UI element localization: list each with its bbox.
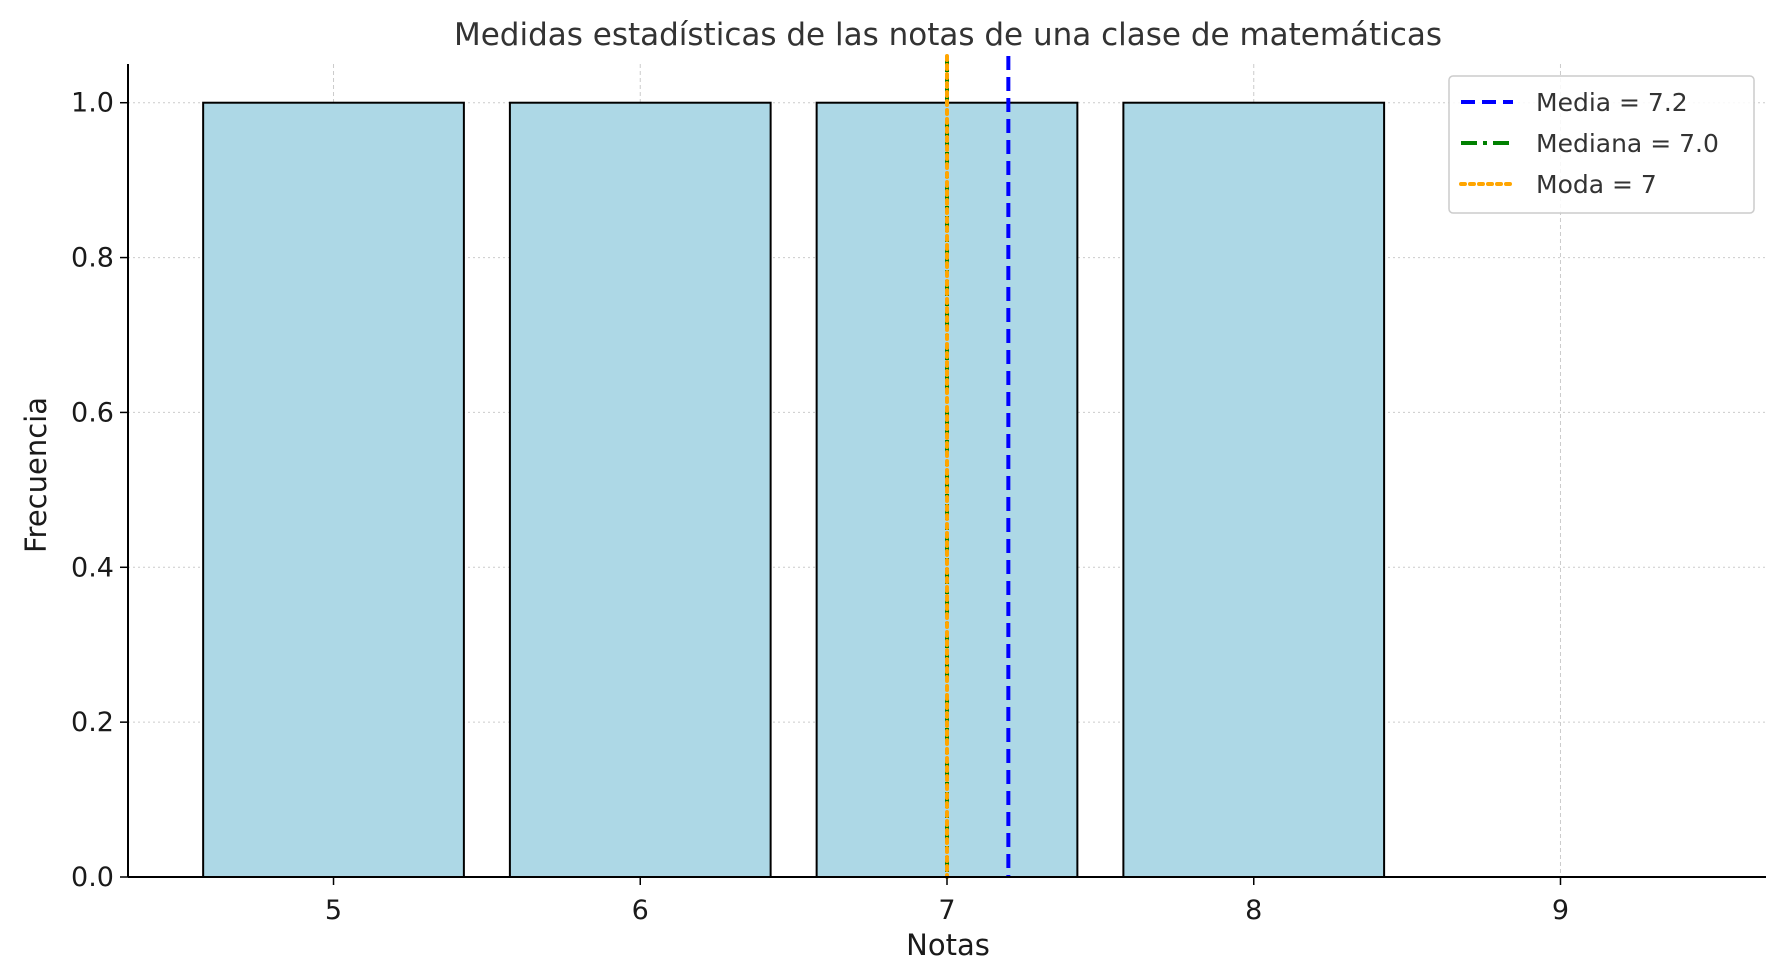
bar-8	[1122, 101, 1386, 878]
reference-lines	[945, 54, 1011, 879]
bar-5	[202, 101, 465, 878]
legend-label-1: Mediana = 7.0	[1536, 129, 1719, 158]
y-tick-label: 0.0	[71, 862, 114, 893]
x-tick-label: 9	[1552, 895, 1569, 926]
legend-label-2: Moda = 7	[1536, 170, 1657, 199]
x-tick-label: 7	[938, 895, 955, 926]
bars	[202, 101, 1386, 878]
y-tick-label: 0.6	[71, 397, 114, 428]
y-tick-label: 1.0	[71, 88, 114, 119]
legend-box	[1448, 75, 1755, 214]
y-ticks: 0.0 0.2 0.4 0.6 0.8 1.0	[71, 88, 128, 893]
y-tick-label: 0.2	[71, 707, 114, 738]
x-axis-label: Notas	[906, 928, 990, 962]
legend: Media = 7.2 Mediana = 7.0 Moda = 7	[1448, 75, 1755, 214]
y-axis-label: Frecuencia	[19, 397, 53, 553]
x-ticks: 5 6 7 8 9	[325, 877, 1569, 926]
x-tick-label: 6	[632, 895, 649, 926]
chart-title: Medidas estadísticas de las notas de una…	[454, 17, 1442, 53]
x-tick-label: 8	[1245, 895, 1262, 926]
legend-label-0: Media = 7.2	[1536, 88, 1688, 117]
y-tick-label: 0.8	[71, 243, 114, 274]
bar-6	[508, 101, 772, 878]
x-tick-label: 5	[325, 895, 342, 926]
y-tick-label: 0.4	[71, 552, 114, 583]
